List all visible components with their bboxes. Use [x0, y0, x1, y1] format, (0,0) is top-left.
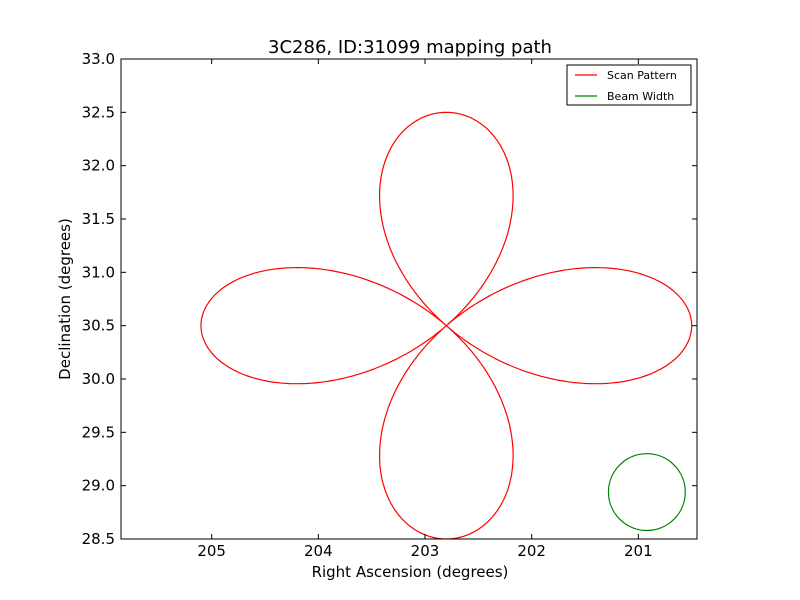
- legend-box: [566, 64, 692, 106]
- y-tick-label: 30.5: [82, 317, 115, 335]
- x-tick-label: 203: [411, 542, 440, 560]
- x-tick-label: 201: [624, 542, 653, 560]
- y-axis-label: Declination (degrees): [56, 218, 74, 380]
- y-tick-label: 33.0: [82, 50, 115, 68]
- scan-pattern-line: [200, 111, 693, 539]
- x-tick-label: 205: [197, 542, 226, 560]
- y-tick-label: 31.5: [82, 210, 115, 228]
- x-axis: 205 204 203 202 201: [197, 59, 653, 560]
- y-tick-label: 32.5: [82, 103, 115, 121]
- beam-width-circle: [607, 453, 686, 532]
- y-tick-label: 29.5: [82, 423, 115, 441]
- plot-frame: [120, 58, 698, 540]
- legend: Scan Pattern Beam Width: [566, 64, 692, 106]
- x-axis-label: Right Ascension (degrees): [312, 563, 509, 581]
- y-axis: 28.5 29.0 29.5 30.0 30.5 31.0 31.5 32.0 32.5 33.0: [82, 50, 697, 548]
- y-tick-label: 31.0: [82, 263, 115, 281]
- legend-label-beam-width: Beam Width: [607, 90, 674, 103]
- y-tick-label: 28.5: [82, 530, 115, 548]
- legend-label-scan-pattern: Scan Pattern: [607, 69, 677, 82]
- y-tick-label: 29.0: [82, 477, 115, 495]
- y-tick-label: 32.0: [82, 157, 115, 175]
- chart-title: 3C286, ID:31099 mapping path: [268, 37, 552, 58]
- x-tick-label: 204: [304, 542, 333, 560]
- x-tick-label: 202: [517, 542, 546, 560]
- plot-area: 205 204 203 202 201 28.5 29.0 29.5 30.0 30.5 31.0…: [82, 50, 698, 560]
- y-tick-label: 30.0: [82, 370, 115, 388]
